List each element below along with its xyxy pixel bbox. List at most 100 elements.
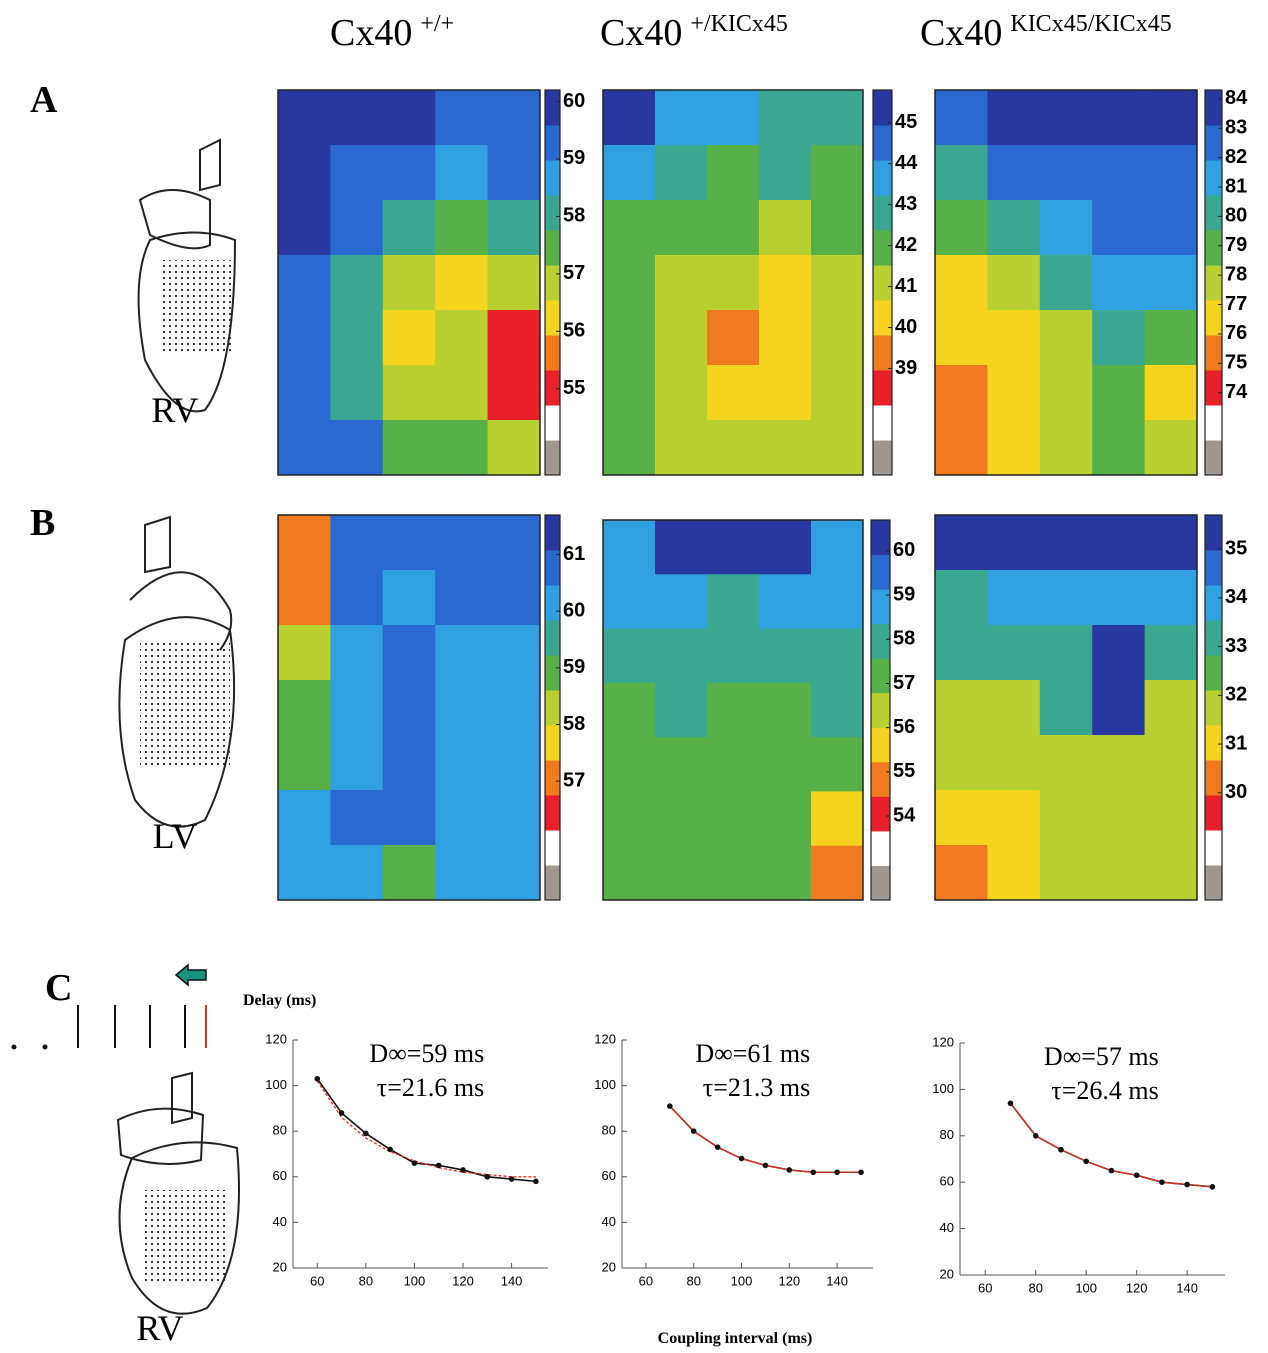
colorbar-step xyxy=(1205,230,1222,266)
heat-cell xyxy=(382,515,436,571)
data-point xyxy=(435,1162,442,1169)
heat-cell xyxy=(278,310,331,366)
heat-cell xyxy=(278,365,331,421)
heat-cell xyxy=(935,365,988,421)
colorbar-tick-label: 82 xyxy=(1225,146,1247,168)
y-tick-label: 20 xyxy=(602,1259,616,1274)
heat-cell xyxy=(382,790,436,846)
heat-cell xyxy=(330,420,384,476)
colorbar-step xyxy=(545,265,560,301)
colorbar-step xyxy=(873,265,892,301)
heat-cell xyxy=(1092,735,1146,791)
heat-cell xyxy=(987,735,1041,791)
data-point xyxy=(411,1160,418,1166)
title-sup: +/+ xyxy=(420,11,454,37)
heat-cell xyxy=(1039,735,1093,791)
heat-cell xyxy=(603,310,656,366)
heat-cell xyxy=(1144,365,1198,421)
heat-cell xyxy=(382,200,436,256)
heat-cell xyxy=(487,845,541,901)
heat-cell xyxy=(487,790,541,846)
heat-cell xyxy=(278,145,331,201)
heat-cell xyxy=(811,520,864,575)
heat-cell xyxy=(935,735,988,791)
heat-cell xyxy=(603,574,656,630)
data-point xyxy=(667,1103,673,1109)
data-point xyxy=(387,1146,393,1153)
colorbar-step xyxy=(873,405,892,441)
heat-cell xyxy=(278,625,331,681)
colorbar-step xyxy=(873,90,892,126)
heat-cell xyxy=(707,90,760,146)
heat-cell xyxy=(759,628,812,684)
column-title: Cx40 +/KICx45 xyxy=(600,11,788,54)
heat-cell xyxy=(707,520,760,575)
heatmap-frame xyxy=(934,89,1198,476)
data-point xyxy=(1159,1179,1165,1185)
heat-cell xyxy=(935,420,988,476)
colorbar-step xyxy=(545,405,560,441)
y-tick-label: 120 xyxy=(265,1031,287,1046)
data-point xyxy=(762,1162,769,1169)
colorbar-step xyxy=(873,335,892,371)
colorbar-tick-label: 59 xyxy=(563,147,585,169)
heat-cell xyxy=(1092,625,1146,681)
heat-cell xyxy=(1039,365,1093,421)
heat-cell xyxy=(1144,420,1198,476)
heat-cell xyxy=(278,200,331,256)
annotation: D∞=57 ms xyxy=(1044,1042,1159,1071)
data-point xyxy=(834,1169,840,1176)
x-tick-label: 140 xyxy=(501,1273,523,1288)
heart-rv-c xyxy=(116,1071,240,1315)
heat-cell xyxy=(278,790,331,846)
heat-cell xyxy=(759,365,812,421)
heat-cell xyxy=(987,310,1041,366)
colorbar-tick-label: 54 xyxy=(893,804,916,826)
colorbar-step xyxy=(873,160,892,196)
heat-cell xyxy=(811,682,864,738)
heat-cell xyxy=(811,200,864,256)
heat-cell xyxy=(487,310,541,366)
colorbar-tick-label: 45 xyxy=(895,111,917,133)
heat-cell xyxy=(935,200,988,256)
heat-cell xyxy=(655,145,708,201)
x-tick-label: 140 xyxy=(826,1273,848,1288)
heat-cell xyxy=(1144,625,1198,681)
y-tick-label: 40 xyxy=(273,1214,287,1229)
title-sup: +/KICx45 xyxy=(690,11,788,37)
colorbar-tick-label: 55 xyxy=(893,760,915,782)
heat-cell xyxy=(1092,255,1146,311)
heat-cell xyxy=(987,200,1041,256)
data-point xyxy=(858,1169,864,1176)
heat-cell xyxy=(1144,255,1198,311)
colorbar-tick-label: 55 xyxy=(563,377,585,399)
data-point xyxy=(1184,1181,1190,1188)
colorbar-tick-label: 39 xyxy=(895,357,917,379)
colorbar-step xyxy=(871,727,890,763)
heat-cell xyxy=(435,145,489,201)
colorbar-step xyxy=(1205,335,1222,371)
heat-cell xyxy=(811,845,864,901)
colorbar-step xyxy=(1205,620,1222,656)
heat-cell xyxy=(1039,255,1093,311)
heat-cell xyxy=(330,845,384,901)
colorbar-step xyxy=(871,520,890,556)
colorbar-tick-label: 35 xyxy=(1225,537,1247,559)
heat-cell xyxy=(759,574,812,630)
colorbar-step xyxy=(545,195,560,231)
colorbar-step xyxy=(545,620,560,656)
data-point xyxy=(1083,1158,1089,1165)
colorbar-step xyxy=(545,300,560,336)
heat-cell xyxy=(330,625,384,681)
colorbar-step xyxy=(545,230,560,266)
colorbar-tick-label: 84 xyxy=(1225,87,1248,109)
heatmap-frame xyxy=(602,89,864,476)
colorbar-step xyxy=(871,761,890,797)
data-point xyxy=(1209,1184,1216,1190)
heat-cell xyxy=(655,310,708,366)
x-tick-label: 120 xyxy=(452,1273,474,1288)
heat-cell xyxy=(435,735,489,791)
heat-cell xyxy=(487,570,541,626)
heat-cell xyxy=(1039,845,1093,901)
y-tick-label: 100 xyxy=(265,1077,287,1092)
